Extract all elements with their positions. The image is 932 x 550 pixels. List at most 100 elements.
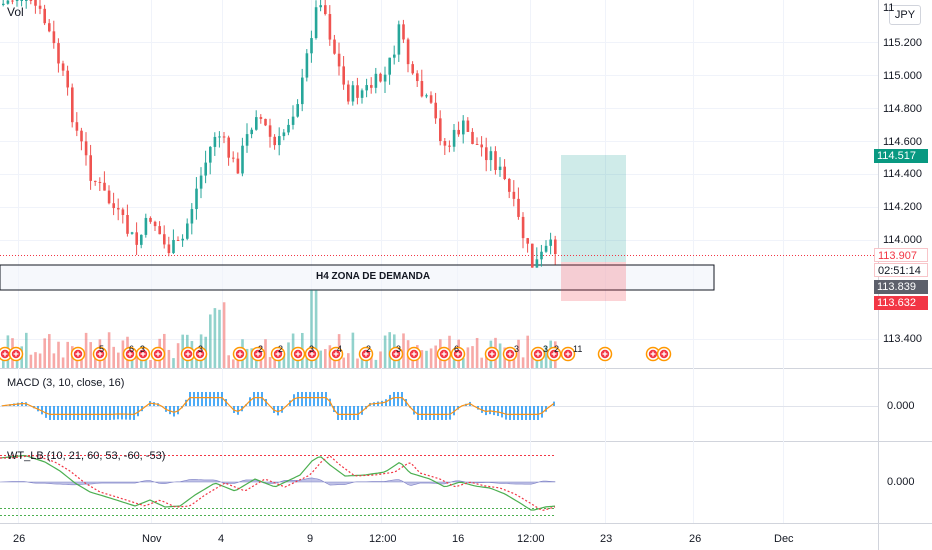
volume-bar bbox=[57, 341, 60, 368]
volume-bar bbox=[498, 343, 502, 368]
event-marker-count: 6 bbox=[129, 344, 134, 354]
candle-body bbox=[107, 190, 111, 204]
volume-bar bbox=[397, 358, 401, 368]
candle-body bbox=[310, 38, 313, 54]
candle-body bbox=[227, 137, 230, 158]
candle-body bbox=[29, 0, 33, 1]
volume-bar bbox=[278, 359, 281, 368]
candle-body bbox=[512, 191, 516, 199]
candle-body bbox=[333, 39, 336, 54]
candle-body bbox=[540, 251, 543, 260]
volume-bar bbox=[107, 332, 111, 368]
event-markers[interactable]: 5 6 3 3 2 2 3 4 2 3 6 3 3 2 11 bbox=[0, 344, 672, 362]
candle-body bbox=[319, 5, 322, 8]
candle-body bbox=[43, 8, 46, 24]
wavetrend-title[interactable]: WT_LB (10, 21, 60, 53, -60, -53) bbox=[7, 450, 166, 462]
price-axis-label: 115.200 bbox=[883, 37, 922, 49]
candle-body bbox=[204, 162, 207, 176]
candle-body bbox=[190, 209, 194, 224]
macd-title[interactable]: MACD (3, 10, close, 16) bbox=[7, 377, 125, 389]
candle-body bbox=[494, 151, 497, 171]
candle-body bbox=[531, 243, 534, 268]
candle-body bbox=[301, 77, 304, 105]
event-marker-count: 3 bbox=[396, 344, 401, 354]
volume-bar bbox=[347, 353, 350, 368]
demand-zone-rect[interactable] bbox=[0, 264, 715, 291]
volume-bar bbox=[213, 308, 217, 368]
candle-body bbox=[195, 188, 198, 210]
volume-bar bbox=[485, 353, 488, 368]
candle-body bbox=[544, 245, 548, 252]
volume-bar bbox=[342, 357, 345, 368]
candle-body bbox=[6, 0, 10, 4]
candle-body bbox=[38, 5, 42, 9]
candle-body bbox=[521, 216, 525, 239]
macd-zero-axis-label: 0.000 bbox=[887, 400, 915, 412]
volume-bar bbox=[80, 356, 83, 368]
candle-body bbox=[213, 136, 217, 147]
volume-bar bbox=[351, 332, 355, 368]
candle-body bbox=[172, 239, 175, 254]
volume-bar bbox=[153, 356, 157, 368]
candle-body bbox=[305, 53, 309, 78]
long-position-loss-zone[interactable] bbox=[561, 262, 626, 301]
wt-zero-axis-label: 0.000 bbox=[887, 476, 915, 488]
volume-bar bbox=[29, 354, 33, 368]
long-position-profit-zone[interactable] bbox=[561, 155, 626, 262]
candle-body bbox=[71, 87, 74, 123]
volume-bar bbox=[130, 359, 134, 368]
volume-bar bbox=[540, 356, 543, 368]
candle-body bbox=[287, 124, 290, 133]
volume-bar bbox=[25, 332, 28, 368]
candle-body bbox=[135, 232, 138, 245]
candle-body bbox=[94, 180, 97, 182]
candle-body bbox=[232, 157, 235, 159]
candle-body bbox=[296, 104, 299, 117]
candle-body bbox=[112, 203, 115, 209]
candle-body bbox=[360, 90, 364, 98]
volume-bar bbox=[282, 353, 286, 368]
time-axis-label: Dec bbox=[774, 533, 794, 545]
price-axis-label: 113.400 bbox=[883, 333, 922, 345]
candle-body bbox=[370, 85, 373, 88]
event-marker-count: 6 bbox=[454, 344, 459, 354]
candle-body bbox=[365, 85, 368, 91]
volume-bar bbox=[34, 352, 37, 368]
volume-bar bbox=[222, 302, 226, 368]
volume-bar bbox=[544, 346, 548, 368]
candle-body bbox=[314, 7, 318, 39]
candle-body bbox=[273, 136, 276, 146]
candle-body bbox=[351, 85, 355, 102]
candle-body bbox=[80, 130, 83, 142]
candle-body bbox=[89, 155, 92, 181]
candle-body bbox=[347, 84, 350, 102]
time-axis-label: 16 bbox=[452, 533, 465, 545]
macd-signal-line bbox=[1, 397, 555, 416]
price-axis-label: 114.600 bbox=[883, 136, 922, 148]
event-marker-count: 2 bbox=[366, 344, 371, 354]
candle-body bbox=[61, 63, 65, 71]
candle-body bbox=[11, 0, 14, 2]
candlestick-series[interactable] bbox=[2, 0, 557, 268]
volume-bar bbox=[305, 355, 309, 368]
candle-body bbox=[439, 118, 442, 142]
volume-bar bbox=[255, 355, 258, 368]
candle-body bbox=[416, 73, 419, 82]
volume-bar bbox=[38, 353, 42, 368]
volume-bar bbox=[218, 309, 221, 368]
volume-bar bbox=[324, 349, 327, 368]
volume-bar bbox=[264, 339, 267, 368]
candle-body bbox=[75, 122, 79, 131]
candle-body bbox=[48, 23, 51, 32]
candle-body bbox=[411, 64, 414, 74]
volume-bar bbox=[462, 358, 465, 368]
candle-body bbox=[475, 143, 479, 145]
candle-body bbox=[199, 175, 203, 189]
currency-button[interactable]: JPY bbox=[889, 5, 921, 25]
volume-bar bbox=[43, 338, 46, 368]
time-axis-label: Nov bbox=[142, 533, 162, 545]
volume-bar bbox=[370, 357, 373, 368]
volume-bar bbox=[61, 357, 65, 368]
